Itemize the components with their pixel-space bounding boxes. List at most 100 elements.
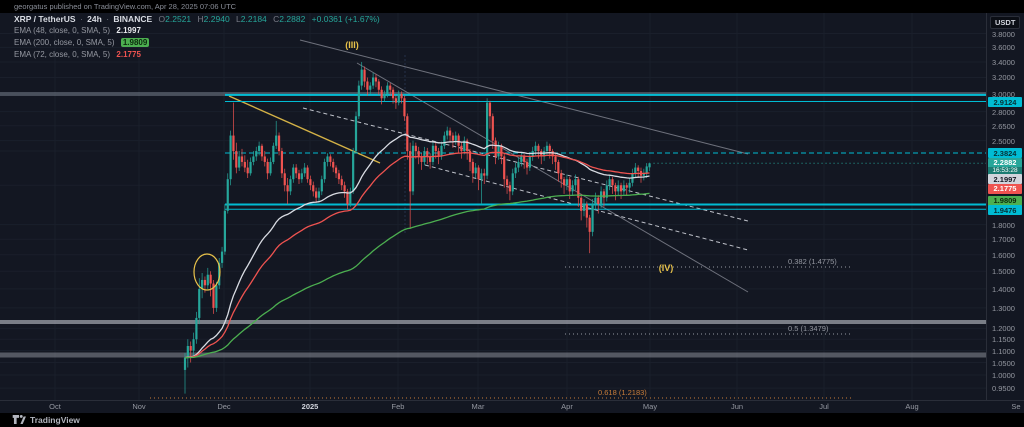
wave-label[interactable]: (IV) (659, 263, 674, 273)
price-tick: 3.2000 (992, 73, 1015, 83)
candle-body (349, 191, 352, 205)
price-axis[interactable]: USDT 3.8000 3.6000 3.4000 3.2000 3.0000 2.800… (986, 13, 1024, 413)
indicator-value: 2.1775 (116, 50, 141, 59)
candle-body (431, 145, 435, 162)
time-tick-month: Jul (819, 402, 829, 411)
tradingview-logo[interactable]: TradingView (12, 414, 80, 425)
brand-bar: TradingView (0, 413, 1024, 427)
candle-body (275, 135, 278, 146)
candle-body (494, 140, 497, 157)
candle-body (277, 135, 281, 152)
price-tick: 2.8000 (992, 107, 1015, 117)
candle-body (503, 156, 506, 180)
open-value: 2.2521 (165, 14, 192, 24)
price-level-badge[interactable]: 2.1775 (988, 183, 1022, 194)
candle-body (505, 179, 509, 186)
time-tick-month: Mar (471, 402, 485, 411)
trendline-drawing[interactable] (299, 39, 749, 155)
candle-body (617, 185, 620, 192)
candle-body (206, 274, 209, 286)
indicator-value: 2.1997 (116, 26, 141, 35)
candle-body (400, 93, 403, 99)
price-tick: 3.0000 (992, 89, 1015, 99)
price-tick: 0.9500 (992, 384, 1015, 394)
exchange-label[interactable]: BINANCE (113, 14, 153, 24)
highlight-ellipse-drawing[interactable] (193, 253, 221, 291)
ema-200-line[interactable] (184, 192, 650, 359)
price-level-badge[interactable]: 2.3824 (988, 148, 1022, 159)
indicator-row-ema48[interactable]: EMA (48, close, 0, SMA, 5) 2.1997 (14, 26, 380, 36)
time-tick-month: May (642, 402, 658, 411)
candle-body (568, 179, 571, 192)
candle-body (637, 167, 640, 171)
indicator-row-ema200[interactable]: EMA (200, close, 0, SMA, 5) 1.9809 (14, 38, 380, 48)
price-level-badge[interactable]: 2.1997 (988, 174, 1022, 185)
price-zone-band[interactable] (0, 320, 986, 324)
time-tick-month: Se (1011, 402, 1021, 411)
candle-body (520, 156, 523, 162)
candle-body (528, 156, 531, 168)
candle-body (463, 140, 466, 152)
candle-body (366, 81, 369, 90)
separator-dot: · (106, 14, 110, 24)
trendline-drawing[interactable] (228, 95, 381, 164)
symbol-name[interactable]: XRP / TetherUS (14, 14, 76, 24)
price-tick: 1.0500 (992, 358, 1015, 368)
indicator-label: EMA (200, close, 0, SMA, 5) (14, 38, 115, 47)
candle-body (474, 167, 477, 174)
candle-body (383, 93, 386, 99)
ema-72-line[interactable] (184, 151, 650, 359)
candle-body (332, 161, 335, 168)
candle-body (377, 81, 380, 90)
candle-body (389, 85, 392, 90)
candle-body (582, 204, 586, 211)
high-label: H (197, 14, 204, 24)
last-price-badge[interactable]: 2.2882 16:53:28 (988, 157, 1022, 175)
candle-body (297, 173, 301, 180)
candle-body (545, 145, 549, 152)
time-axis[interactable]: Oct Nov Dec 2025 Feb Mar Apr May Jun Jul Aug Se (0, 400, 1024, 413)
candle-body (235, 151, 238, 168)
interval-label[interactable]: 24h (87, 14, 102, 24)
candle-body (471, 161, 474, 174)
price-tick: 3.4000 (992, 57, 1015, 67)
candle-body (292, 167, 295, 180)
candle-body (186, 346, 189, 358)
time-tick-month: Nov (132, 402, 146, 411)
indicator-row-ema72[interactable]: EMA (72, close, 0, SMA, 5) 2.1775 (14, 50, 380, 60)
candle-body (340, 179, 343, 186)
candle-body (346, 191, 349, 205)
candle-body (354, 116, 358, 152)
candle-body (303, 167, 306, 174)
time-tick-month: Feb (391, 402, 405, 411)
candle-body (577, 179, 580, 198)
price-level-badge[interactable]: 1.9809 (988, 195, 1022, 206)
symbol-row[interactable]: XRP / TetherUS · 24h · BINANCE O2.2521 H… (14, 15, 380, 24)
candle-body (326, 156, 329, 162)
candle-body (198, 288, 201, 318)
candle-body (571, 185, 574, 192)
price-zone-band[interactable] (0, 352, 986, 358)
price-tick: 1.5000 (992, 267, 1015, 277)
candle-body (466, 140, 469, 152)
candle-body (372, 77, 375, 86)
ema-48-line[interactable] (184, 133, 650, 359)
candle-body (457, 135, 460, 146)
price-level-badge[interactable]: 1.9476 (988, 205, 1022, 216)
candle-body (426, 151, 429, 157)
candle-body (283, 173, 286, 186)
price-tick: 1.2000 (992, 324, 1015, 334)
attribution-bar: georgatus published on TradingView.com, … (0, 0, 1024, 13)
candle-body (403, 98, 406, 117)
candle-body (417, 151, 420, 157)
trendline-drawing[interactable] (356, 62, 749, 293)
candle-body (605, 185, 608, 198)
currency-badge[interactable]: USDT (990, 16, 1021, 29)
price-level-badge[interactable]: 2.9124 (988, 97, 1022, 108)
price-tick: 1.6000 (992, 250, 1015, 260)
bar-countdown: 16:53:28 (988, 167, 1022, 175)
candle-body (286, 185, 289, 192)
candle-body (565, 179, 568, 186)
wave-label[interactable]: (III) (345, 40, 359, 50)
